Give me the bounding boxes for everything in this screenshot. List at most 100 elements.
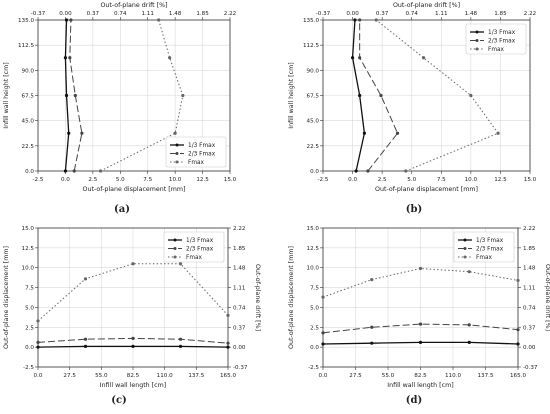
- x-tick-label: -2.5: [318, 177, 329, 183]
- x2-tick-label: 0.00: [346, 11, 359, 17]
- x2-tick-label: 1.11: [435, 11, 448, 17]
- legend-marker: [173, 255, 177, 259]
- data-point: [353, 18, 357, 22]
- data-point: [64, 93, 69, 98]
- legend-label-3: Fmax: [476, 255, 493, 261]
- legend-label-2: 2/3 Fmax: [188, 152, 216, 158]
- y2-tick-label: 1.48: [523, 266, 536, 272]
- data-point: [72, 169, 76, 173]
- y2-tick-label: -0.37: [233, 365, 248, 371]
- data-point: [350, 56, 355, 60]
- legend-marker: [173, 238, 177, 242]
- y-tick-label: 22.5: [22, 144, 35, 150]
- y-tick-label: 10.0: [22, 266, 35, 272]
- y-tick-label: 7.5: [310, 286, 319, 292]
- y-tick-label: 0.0: [25, 169, 34, 175]
- x-axis-label: Out-of-plane displacement [mm]: [83, 186, 186, 193]
- chart-panel-2: -2.5 0.0 2.5 5.0 7.5 10.0 12.5 15.0 0.0 22.5 45.0 6…: [288, 2, 537, 215]
- data-point: [321, 331, 325, 335]
- y-tick-label: 45.0: [22, 119, 35, 125]
- data-point: [366, 169, 370, 173]
- legend-label-3: Fmax: [186, 255, 203, 261]
- data-point: [83, 277, 88, 281]
- y2-tick-label: 0.37: [233, 325, 246, 331]
- y2-tick-label: 1.11: [233, 286, 246, 292]
- x-tick-label: 82.5: [414, 373, 427, 379]
- legend-label-2: 2/3 Fmax: [476, 247, 504, 253]
- data-point: [516, 328, 520, 332]
- legend-label-2: 2/3 Fmax: [488, 39, 516, 45]
- data-point: [69, 18, 73, 22]
- legend-label-1: 1/3 Fmax: [488, 30, 516, 36]
- legend-label-2: 2/3 Fmax: [186, 247, 214, 253]
- x-axis-label: Infill wall length [cm]: [100, 382, 166, 389]
- data-point: [36, 340, 40, 344]
- data-point: [370, 325, 374, 329]
- series-line-2: [359, 20, 399, 172]
- legend: 1/3 Fmax 2/3 Fmax Fmax: [163, 231, 225, 263]
- x2-axis-label: Out-of-plane drift [%]: [393, 2, 460, 9]
- panel-label: (a): [114, 204, 130, 215]
- data-point: [496, 131, 500, 135]
- y-tick-label: 22.5: [307, 144, 320, 150]
- y-tick-label: 7.5: [25, 286, 34, 292]
- x-tick-label: 5.0: [407, 177, 416, 183]
- y-tick-label: 2.5: [310, 325, 319, 331]
- legend-marker: [475, 47, 479, 51]
- data-point: [36, 345, 40, 349]
- data-point: [321, 342, 325, 346]
- data-point: [418, 266, 423, 271]
- x-tick-label: 55.0: [382, 373, 395, 379]
- data-point: [63, 56, 68, 60]
- data-point: [157, 18, 161, 22]
- data-point: [131, 336, 135, 341]
- data-point: [131, 344, 135, 348]
- legend-marker: [475, 30, 479, 34]
- x2-tick-label: 0.00: [59, 11, 72, 17]
- data-point: [67, 131, 71, 135]
- y-tick-label: 2.5: [25, 325, 34, 331]
- y2-tick-label: 2.22: [233, 226, 245, 232]
- x2-tick-label: -0.37: [31, 11, 46, 17]
- x-tick-label: 2.5: [378, 177, 387, 183]
- data-point: [516, 278, 520, 283]
- y2-tick-label: 0.00: [523, 345, 536, 351]
- x-tick-label: 82.5: [127, 373, 140, 379]
- x-tick-label: 0.0: [348, 177, 357, 183]
- x-tick-label: 12.5: [494, 177, 507, 183]
- y-tick-label: 112.5: [18, 43, 34, 49]
- y2-tick-label: 0.00: [233, 345, 246, 351]
- data-point: [36, 319, 40, 323]
- y2-axis-label: Out-of-plane drift [%]: [254, 264, 261, 331]
- x-axis-label: Infill wall length [cm]: [387, 382, 453, 389]
- y-tick-label: 135.0: [303, 18, 319, 24]
- data-point: [395, 131, 400, 135]
- x2-tick-label: -0.37: [316, 11, 331, 17]
- data-point: [418, 340, 423, 344]
- y-tick-label: 10.0: [307, 266, 320, 272]
- x-tick-label: 137.5: [188, 373, 204, 379]
- data-point: [370, 341, 374, 345]
- x-tick-label: 0.0: [319, 373, 328, 379]
- data-point: [168, 56, 172, 60]
- series-line-2: [322, 323, 519, 334]
- data-point: [421, 56, 426, 60]
- x-tick-label: 10.0: [169, 177, 182, 183]
- x2-tick-label: 1.11: [141, 11, 154, 17]
- data-point: [404, 169, 408, 173]
- data-point: [173, 131, 177, 135]
- x-tick-label: 110.0: [445, 373, 461, 379]
- y-axis-label: Out-of-plane displacement [mm]: [288, 246, 295, 349]
- data-point: [358, 56, 362, 60]
- data-point: [418, 322, 423, 326]
- panel-label: (d): [406, 395, 422, 406]
- x-tick-label: 165.0: [220, 373, 236, 379]
- data-point: [131, 262, 135, 266]
- x-tick-label: -2.5: [33, 177, 44, 183]
- data-point: [178, 337, 183, 341]
- legend-marker: [175, 152, 179, 155]
- legend: 1/3 Fmax 2/3 Fmax Fmax: [453, 231, 515, 263]
- y-tick-label: 5.0: [310, 305, 319, 311]
- data-point: [374, 18, 378, 22]
- data-point: [362, 131, 366, 135]
